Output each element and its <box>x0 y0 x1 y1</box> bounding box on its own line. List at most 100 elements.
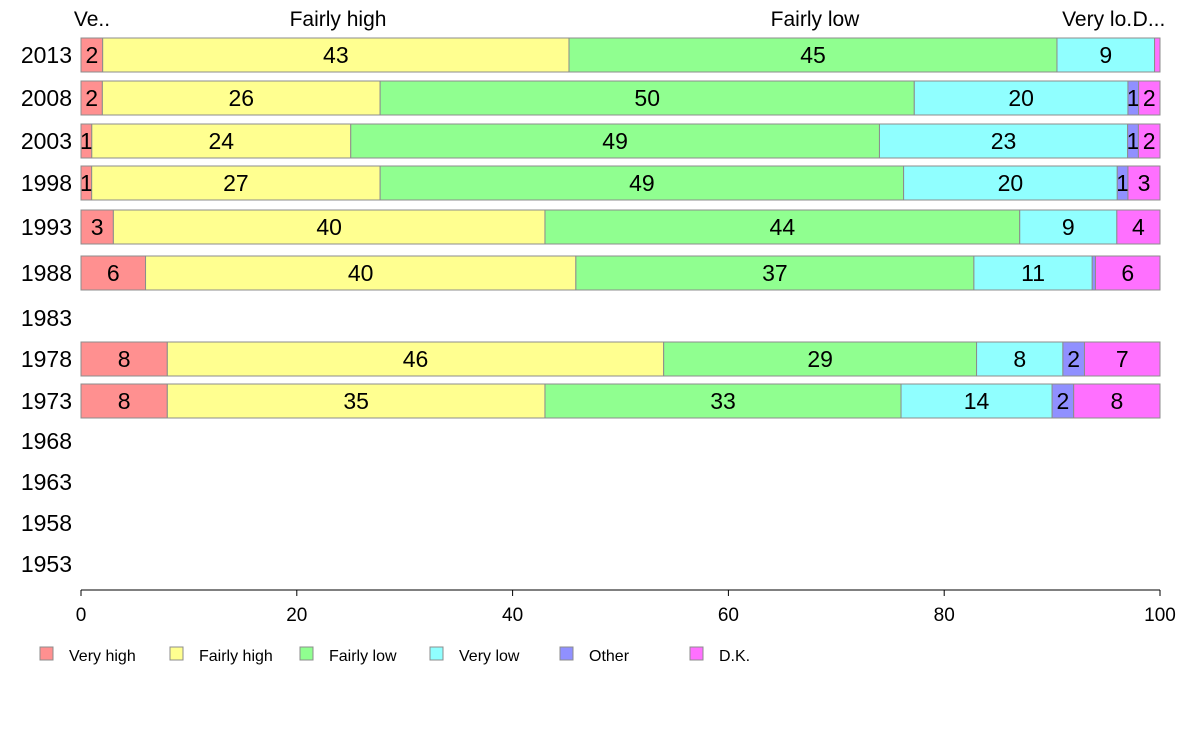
x-axis: 0 20 40 60 80 100 <box>76 589 1176 626</box>
legend-item: Very low <box>429 646 520 665</box>
legend-label: Very low <box>459 648 520 665</box>
data-label: 2 <box>1143 128 1156 154</box>
data-label: 1 <box>80 128 93 154</box>
data-label: 23 <box>991 128 1017 154</box>
data-label: 6 <box>1121 260 1134 286</box>
data-label: 9 <box>1099 42 1112 68</box>
bar-segment <box>379 165 905 201</box>
legend-item: Fairly high <box>169 646 273 665</box>
legend-item: Fairly low <box>299 646 397 665</box>
data-label: 40 <box>316 214 342 240</box>
bar-segment <box>568 37 1058 73</box>
bars-area: 2 43 45 92 26 50 20 1 21 24 49 23 1 21 27 49 20 1 33 40 44 9 4… <box>80 37 1161 419</box>
data-label: 3 <box>1138 170 1151 196</box>
bar-segment <box>1073 383 1161 419</box>
legend-swatch <box>429 646 444 661</box>
bar-segment <box>80 383 168 419</box>
top-label: Fairly low <box>771 8 861 31</box>
x-tick-label: 20 <box>286 605 307 626</box>
data-label: 1 <box>1116 170 1129 196</box>
legend-swatch <box>299 646 314 661</box>
bar-segment <box>80 255 147 291</box>
data-label: 26 <box>228 85 254 111</box>
data-label: 11 <box>1021 260 1045 286</box>
legend: Very high Fairly high Fairly low Very low Ot… <box>39 646 750 665</box>
year-label: 1983 <box>21 305 72 331</box>
legend-item: D.K. <box>689 646 750 665</box>
top-label: Fairly high <box>290 8 387 31</box>
bar-segment <box>1056 37 1156 73</box>
bar-segment <box>145 255 577 291</box>
bar-segment <box>91 123 352 159</box>
data-label: 1 <box>80 170 93 196</box>
year-label: 1963 <box>21 469 72 495</box>
data-label: 14 <box>964 388 990 414</box>
bar-segment <box>379 80 915 116</box>
legend-label: Fairly high <box>199 648 273 665</box>
bar-segment <box>350 123 880 159</box>
bar-segment <box>80 341 168 377</box>
bar-segment <box>166 341 665 377</box>
data-label: 49 <box>629 170 655 196</box>
bar-segment <box>166 383 546 419</box>
data-label: 3 <box>91 214 104 240</box>
data-label: 46 <box>403 346 429 372</box>
x-tick-label: 60 <box>718 605 739 626</box>
year-label: 2003 <box>21 128 72 154</box>
data-label: 37 <box>762 260 788 286</box>
bar-segment <box>101 80 381 116</box>
data-label: 8 <box>1110 388 1123 414</box>
year-label: 2008 <box>21 85 72 111</box>
bar-segment <box>80 209 114 245</box>
year-label: 1953 <box>21 551 72 577</box>
x-tick-label: 40 <box>502 605 523 626</box>
data-label: 8 <box>1013 346 1026 372</box>
year-label: 1958 <box>21 510 72 536</box>
bar-segment <box>1094 255 1161 291</box>
top-label: Ve.. <box>74 8 110 31</box>
x-tick-label: 100 <box>1144 605 1176 626</box>
data-label: 2 <box>85 85 98 111</box>
legend-item: Other <box>559 646 630 665</box>
top-label: Very lo.. <box>1062 8 1138 31</box>
legend-swatch <box>689 646 704 661</box>
bar-segment <box>575 255 975 291</box>
year-label: 1988 <box>21 260 72 286</box>
year-label: 1993 <box>21 214 72 240</box>
year-label: 1968 <box>21 428 72 454</box>
legend-label: Other <box>589 648 630 665</box>
x-tick-label: 0 <box>76 605 87 626</box>
year-axis: 2013 2008 2003 1998 1993 1988 1983 1978 1973 1968… <box>21 42 72 577</box>
year-label: 2013 <box>21 42 72 68</box>
bar-segment <box>1154 37 1161 73</box>
legend-swatch <box>559 646 574 661</box>
data-label: 43 <box>323 42 349 68</box>
bar-segment <box>1019 209 1118 245</box>
bar-segment <box>1138 80 1161 116</box>
legend-item: Very high <box>39 646 136 665</box>
data-label: 24 <box>208 128 234 154</box>
bar-segment <box>91 165 381 201</box>
legend-label: Very high <box>69 648 136 665</box>
year-label: 1978 <box>21 346 72 372</box>
top-category-labels: Ve.. Fairly high Fairly low Very lo..D... <box>74 8 1165 31</box>
data-label: 2 <box>1143 85 1156 111</box>
data-label: 1 <box>1127 128 1140 154</box>
data-label: 40 <box>348 260 374 286</box>
data-label: 2 <box>1067 346 1080 372</box>
data-label: 2 <box>1056 388 1069 414</box>
data-label: 4 <box>1132 214 1145 240</box>
bar-segment <box>1083 341 1161 377</box>
bar-segment <box>913 80 1129 116</box>
bar-segment <box>1116 209 1161 245</box>
data-label: 29 <box>807 346 833 372</box>
bar-segment <box>112 209 546 245</box>
data-label: 6 <box>107 260 120 286</box>
legend-label: D.K. <box>719 648 750 665</box>
year-label: 1998 <box>21 170 72 196</box>
data-label: 20 <box>1008 85 1034 111</box>
data-label: 44 <box>770 214 796 240</box>
legend-swatch <box>39 646 54 661</box>
legend-swatch <box>169 646 184 661</box>
